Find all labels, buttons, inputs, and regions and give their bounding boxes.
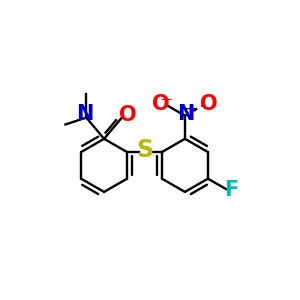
Text: O: O [200,94,218,114]
Text: N: N [76,104,94,124]
Text: O: O [119,105,136,125]
Text: −: − [159,92,172,107]
Text: O: O [152,94,170,114]
Text: S: S [136,138,153,162]
Text: F: F [224,180,238,200]
Text: +: + [184,102,196,117]
Text: N: N [177,104,194,124]
